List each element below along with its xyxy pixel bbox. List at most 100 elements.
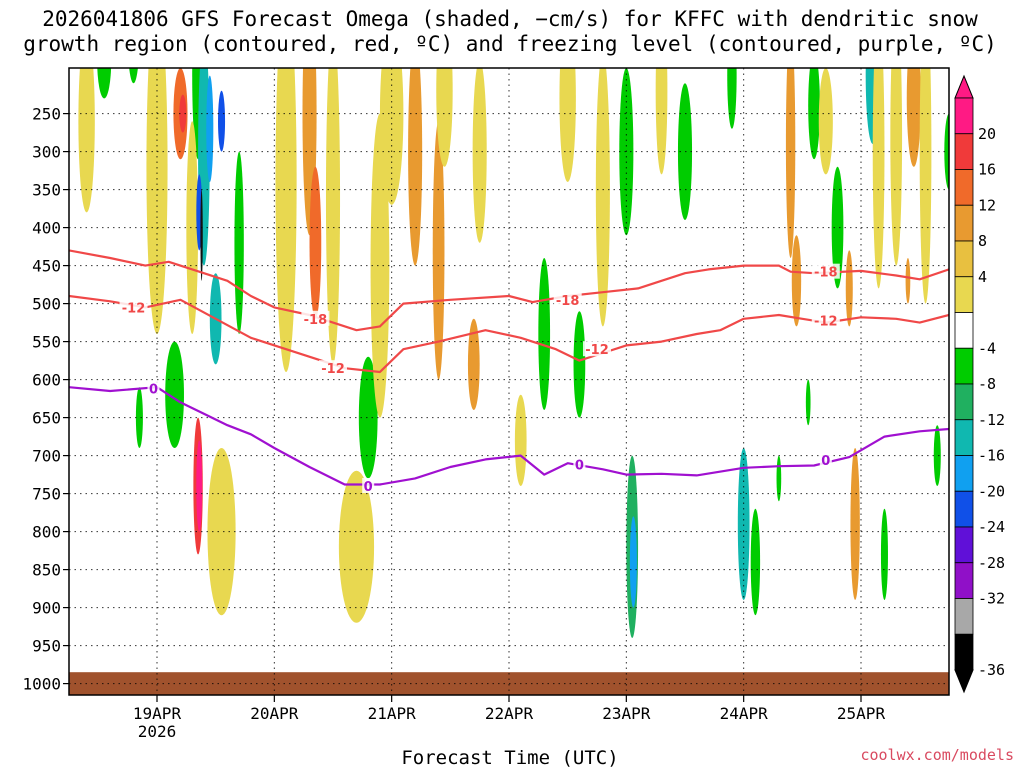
source-credit: coolwx.com/models xyxy=(860,746,1014,764)
contour-label-background xyxy=(147,380,160,396)
contour-label: -12 xyxy=(585,343,609,358)
time-tick-label: 23APR xyxy=(602,704,651,723)
colorbar-swatch xyxy=(954,169,974,206)
contour-label: 0 xyxy=(149,383,158,398)
time-tick-label: 19APR xyxy=(133,704,182,723)
omega-shade-region xyxy=(325,68,341,365)
colorbar-tick-label: 16 xyxy=(978,161,996,179)
colorbar-tick-label: -4 xyxy=(978,339,996,357)
omega-shade-region xyxy=(919,68,932,304)
pressure-tick-label: 500 xyxy=(32,295,61,314)
pressure-tick-label: 300 xyxy=(32,143,61,162)
contour-label-background xyxy=(119,299,148,315)
time-tick-label: 25APR xyxy=(837,704,886,723)
contour-label: -18 xyxy=(304,313,328,328)
omega-shade-region xyxy=(776,455,782,502)
omega-shade-region xyxy=(808,68,820,160)
omega-shade-region xyxy=(750,508,761,616)
omega-shade-region xyxy=(905,258,911,304)
contour-label: -18 xyxy=(814,266,838,281)
colorbar-swatch xyxy=(954,562,974,599)
colorbar-swatch xyxy=(954,240,974,278)
colorbar-tick-label: -32 xyxy=(978,590,1005,608)
contour-label-background xyxy=(583,341,611,357)
pressure-tick-label: 750 xyxy=(32,485,61,504)
omega-shade-region xyxy=(135,387,143,448)
omega-shade-region xyxy=(785,68,796,258)
omega-shade-region xyxy=(408,68,423,266)
omega-shade-region xyxy=(179,94,187,133)
contour-label-background xyxy=(819,452,832,468)
omega-shade-region xyxy=(370,113,390,418)
contour-label-background xyxy=(573,456,586,472)
pressure-tick-label: 400 xyxy=(32,219,61,238)
colorbar-swatch xyxy=(954,347,974,385)
omega-shade-region xyxy=(436,68,453,167)
colorbar-swatch xyxy=(954,312,974,349)
chart-title-line2: growth region (contoured, red, ºC) and f… xyxy=(23,32,997,56)
x-axis-label: Forecast Time (UTC) xyxy=(401,747,618,768)
omega-shade-region xyxy=(472,68,487,243)
omega-shade-region xyxy=(432,121,445,380)
colorbar-swatch xyxy=(954,633,974,671)
contour-label: -12 xyxy=(814,314,838,329)
colorbar-swatch xyxy=(954,383,974,421)
omega-shade-region xyxy=(595,68,610,327)
omega-shade-region xyxy=(737,448,750,600)
omega-shade-region xyxy=(218,90,226,152)
colorbar-swatch xyxy=(954,276,974,313)
contour-label-background xyxy=(811,263,840,279)
contour-label: 0 xyxy=(821,454,830,469)
pressure-tick-label: 600 xyxy=(32,371,61,390)
omega-shade-region xyxy=(559,68,576,182)
contour-label-background xyxy=(301,310,330,326)
colorbar-tick-label: -8 xyxy=(978,375,996,393)
contour-label: 0 xyxy=(575,459,584,474)
pressure-tick-label: 850 xyxy=(32,561,61,580)
contour-label-background xyxy=(553,291,582,307)
omega-shade-region xyxy=(573,311,586,418)
pressure-tick-label: 550 xyxy=(32,333,61,352)
colorbar-bottom-arrow xyxy=(954,669,974,694)
colorbar-top-arrow xyxy=(954,74,974,99)
time-tick-year-label: 2026 xyxy=(138,722,177,741)
omega-shade-region xyxy=(845,250,853,327)
omega-shade-region xyxy=(186,121,199,334)
pressure-tick-label: 800 xyxy=(32,523,61,542)
omega-shade-region xyxy=(358,356,378,479)
omega-shade-region xyxy=(872,68,885,289)
pressure-tick-label: 950 xyxy=(32,637,61,656)
pressure-tick-label: 350 xyxy=(32,181,61,200)
colorbar-swatch xyxy=(954,598,974,635)
colorbar-swatch xyxy=(954,455,974,492)
omega-shade-region xyxy=(234,151,244,334)
omega-shade-region xyxy=(906,68,921,167)
omega-shade-region xyxy=(200,189,203,281)
omega-shade-region xyxy=(97,68,112,99)
omega-shade-region xyxy=(655,68,668,175)
omega-shade-region xyxy=(129,68,138,84)
colorbar-tick-label: 4 xyxy=(978,268,987,286)
omega-shade-region xyxy=(207,447,236,616)
omega-shade-region xyxy=(831,166,844,289)
contour-line-0 xyxy=(69,386,949,486)
omega-shade-region xyxy=(538,258,551,410)
colorbar-tick-label: -36 xyxy=(978,661,1005,679)
omega-shade-region xyxy=(880,508,888,600)
contour-label: 0 xyxy=(364,480,373,495)
colorbar-swatch xyxy=(954,204,974,242)
temperature-contours: -18 -18 -18 -12 -12 -12 -12 0 0 0 0 xyxy=(69,249,949,495)
omega-shade-region xyxy=(629,516,637,608)
omega-shade-region xyxy=(818,68,833,175)
pressure-axis: 250 300 350 400 450 500 550 600 650 700 750 800 850 9… xyxy=(22,105,69,694)
omega-shade-region xyxy=(309,166,322,319)
omega-shade-region xyxy=(206,75,214,182)
grid-lines xyxy=(69,68,949,695)
omega-shade-region xyxy=(850,448,860,600)
omega-shade-region xyxy=(514,394,527,486)
colorbar-tick-label: -12 xyxy=(978,411,1005,429)
omega-shade-region xyxy=(944,113,949,190)
omega-colorbar: 20 16 12 8 4 -4 -8 -12 -16 -20 -24 -28 -32 -36 xyxy=(954,74,1005,694)
pressure-tick-label: 650 xyxy=(32,409,61,428)
colorbar-swatch xyxy=(954,133,974,170)
